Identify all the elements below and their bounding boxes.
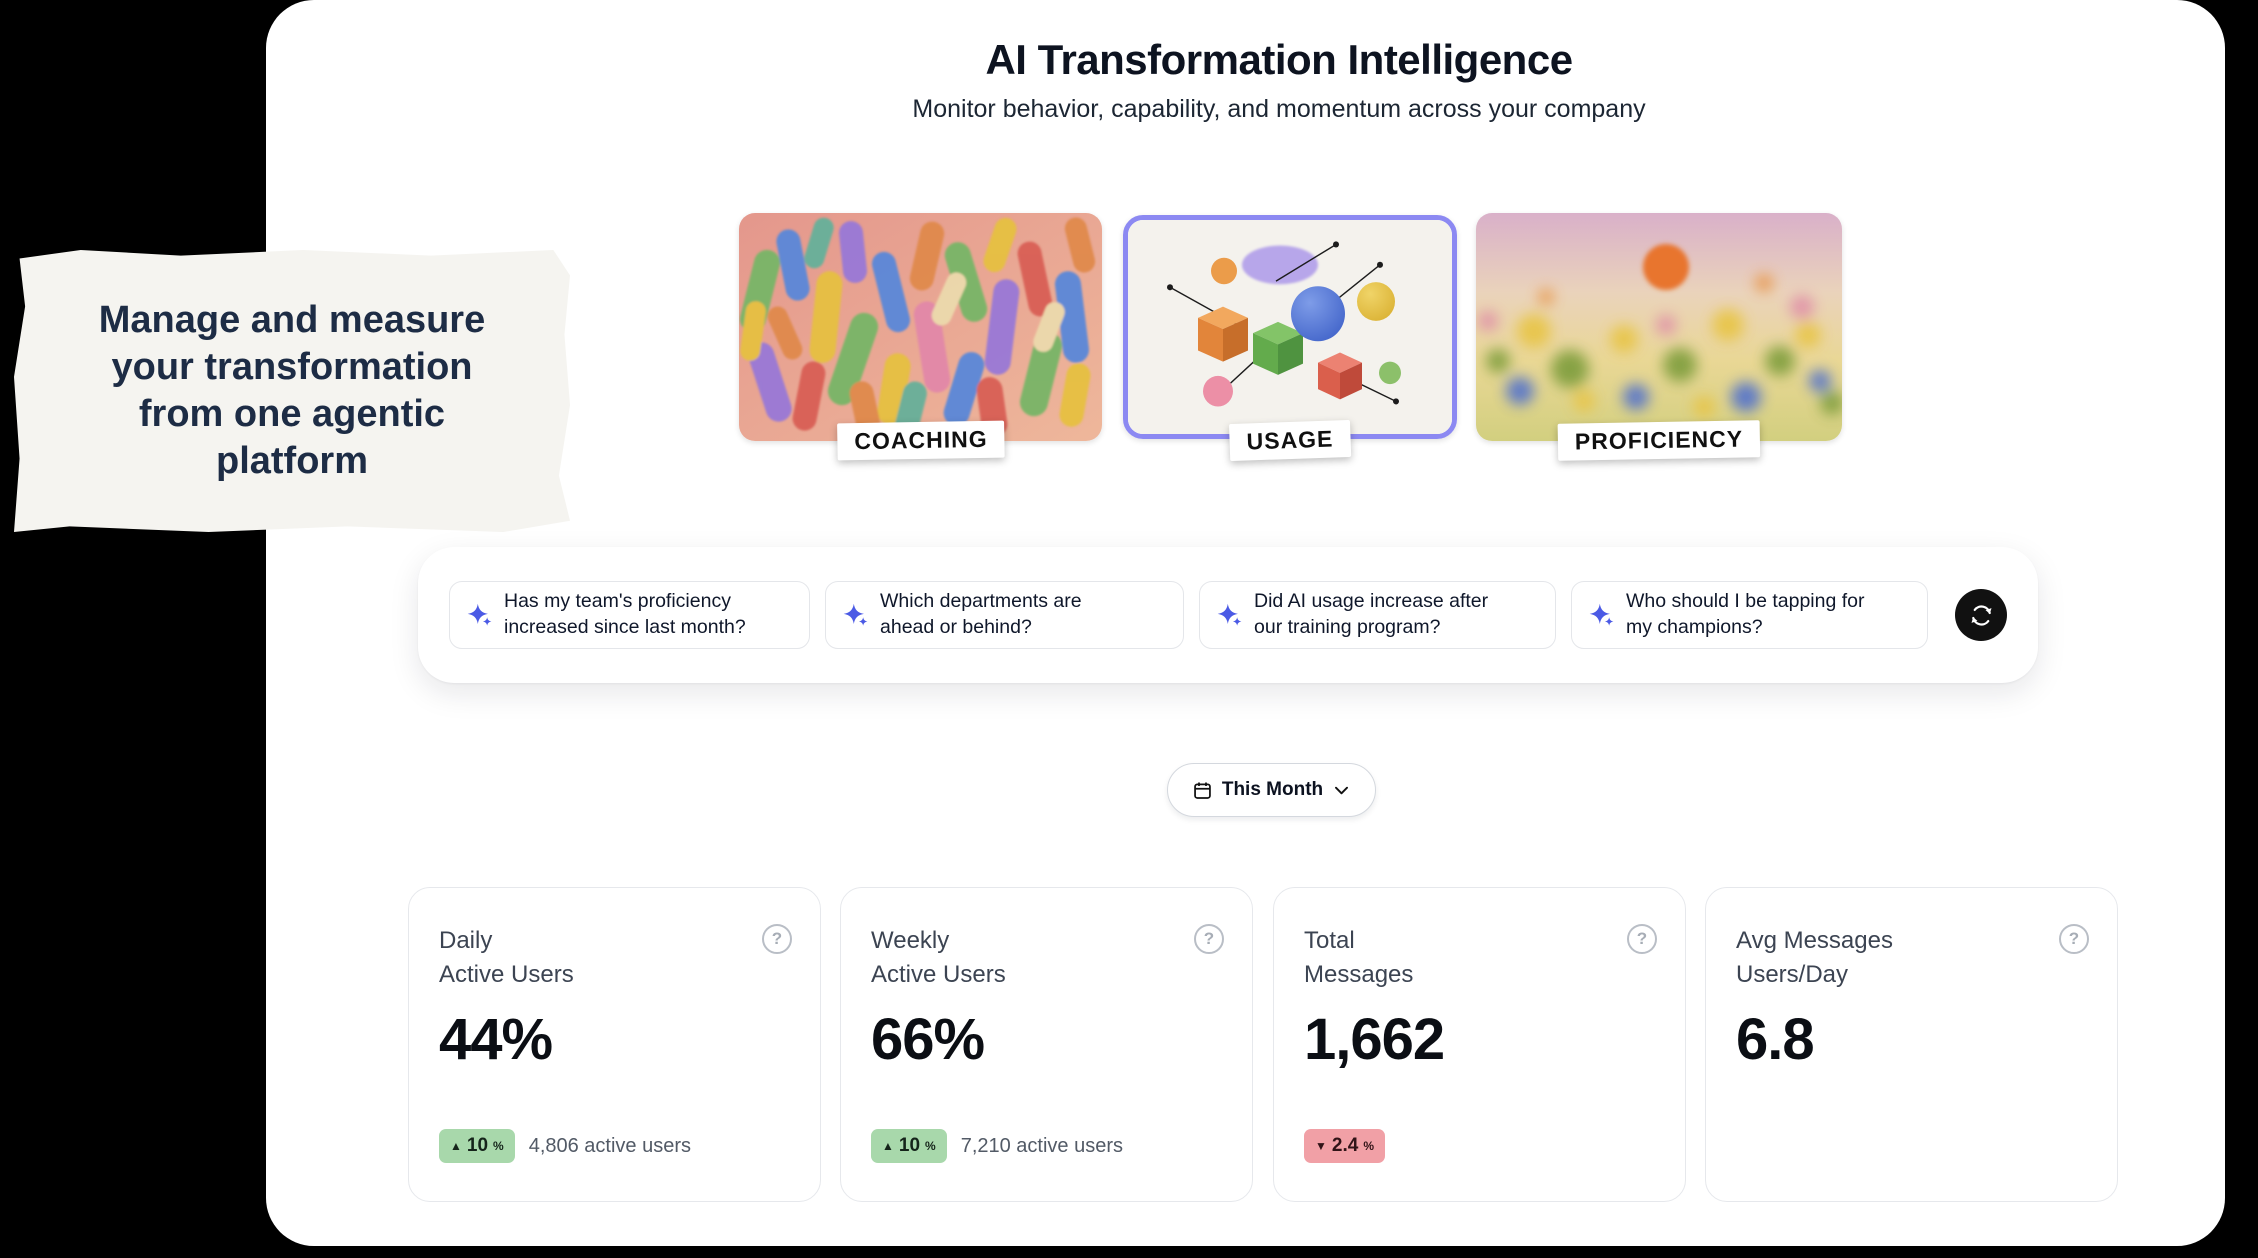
suggestion-chip-4[interactable]: Who should I be tapping for my champions… (1571, 581, 1928, 649)
stat-title: Daily Active Users (439, 927, 574, 988)
stat-card-daily-active-users: Daily Active Users ? 44% ▲ 10% 4,806 acti… (408, 887, 821, 1202)
suggestion-text: Did AI usage increase after our training… (1254, 590, 1489, 638)
gallery-card-label-proficiency: PROFICIENCY (1557, 420, 1761, 461)
help-icon[interactable]: ? (1627, 924, 1657, 954)
stat-card-weekly-active-users: Weekly Active Users ? 66% ▲ 10% 7,210 act… (840, 887, 1253, 1202)
delta-badge: ▲ 10% (439, 1129, 515, 1163)
stat-value: 66% (871, 1007, 985, 1072)
page-subtitle: Monitor behavior, capability, and moment… (912, 95, 1646, 123)
gallery-card-coaching[interactable]: COACHING (739, 213, 1102, 461)
sticky-note: Manage and measure your transformation f… (14, 250, 570, 532)
suggestion-text: Who should I be tapping for my champions… (1626, 590, 1865, 638)
suggestion-chip-1[interactable]: Has my team's proficiency increased sinc… (449, 581, 810, 649)
calendar-icon (1192, 780, 1213, 801)
sparkle-icon (1588, 602, 1615, 629)
coaching-illustration (739, 213, 1102, 441)
stat-title: Total Messages (1304, 927, 1414, 988)
stat-value: 6.8 (1736, 1007, 1815, 1072)
usage-illustration (1123, 215, 1457, 439)
suggestion-chip-2[interactable]: Which departments are ahead or behind? (825, 581, 1184, 649)
chevron-down-icon (1332, 781, 1351, 800)
page-title: AI Transformation Intelligence (985, 36, 1573, 83)
delta-badge: ▲ 10% (871, 1129, 947, 1163)
coaching-art-svg (739, 213, 1102, 441)
stat-value: 44% (439, 1007, 553, 1072)
sparkle-icon (466, 602, 493, 629)
stat-title: Weekly Active Users (871, 927, 1006, 988)
usage-art-svg (1128, 220, 1452, 434)
suggestion-text: Has my team's proficiency increased sinc… (504, 590, 746, 638)
sticky-note-text: Manage and measure your transformation f… (98, 298, 486, 483)
delta-badge: ▼ 2.4% (1304, 1129, 1385, 1163)
down-arrow-icon: ▼ (1315, 1139, 1327, 1153)
help-icon[interactable]: ? (2059, 924, 2089, 954)
refresh-suggestions-button[interactable] (1955, 589, 2007, 641)
sparkle-icon (1216, 602, 1243, 629)
up-arrow-icon: ▲ (882, 1139, 894, 1153)
help-icon[interactable]: ? (762, 924, 792, 954)
suggestion-text: Which departments are ahead or behind? (880, 590, 1082, 638)
stat-subtext: 7,210 active users (960, 1134, 1124, 1157)
period-selector-button[interactable]: This Month (1167, 763, 1376, 817)
gallery-card-label-usage: USAGE (1228, 419, 1352, 462)
stat-title: Avg Messages Users/Day (1736, 927, 1893, 988)
sparkle-icon (842, 602, 869, 629)
up-arrow-icon: ▲ (450, 1139, 462, 1153)
period-selector-label: This Month (1221, 779, 1324, 800)
stat-subtext: 4,806 active users (528, 1134, 692, 1157)
suggestions-bar: Has my team's proficiency increased sinc… (418, 547, 2038, 683)
stat-card-total-messages: Total Messages ? 1,662 ▼ 2.4% (1273, 887, 1686, 1202)
proficiency-art-svg (1476, 213, 1842, 441)
stat-value: 1,662 (1304, 1007, 1445, 1072)
stat-card-avg-messages: Avg Messages Users/Day ? 6.8 (1705, 887, 2118, 1202)
gallery-card-usage[interactable]: USAGE (1123, 215, 1457, 462)
gallery-card-label-coaching: COACHING (836, 420, 1005, 461)
refresh-icon (1968, 602, 1995, 629)
gallery-card-proficiency[interactable]: PROFICIENCY (1476, 213, 1842, 461)
help-icon[interactable]: ? (1194, 924, 1224, 954)
proficiency-illustration (1476, 213, 1842, 441)
suggestion-chip-3[interactable]: Did AI usage increase after our training… (1199, 581, 1556, 649)
